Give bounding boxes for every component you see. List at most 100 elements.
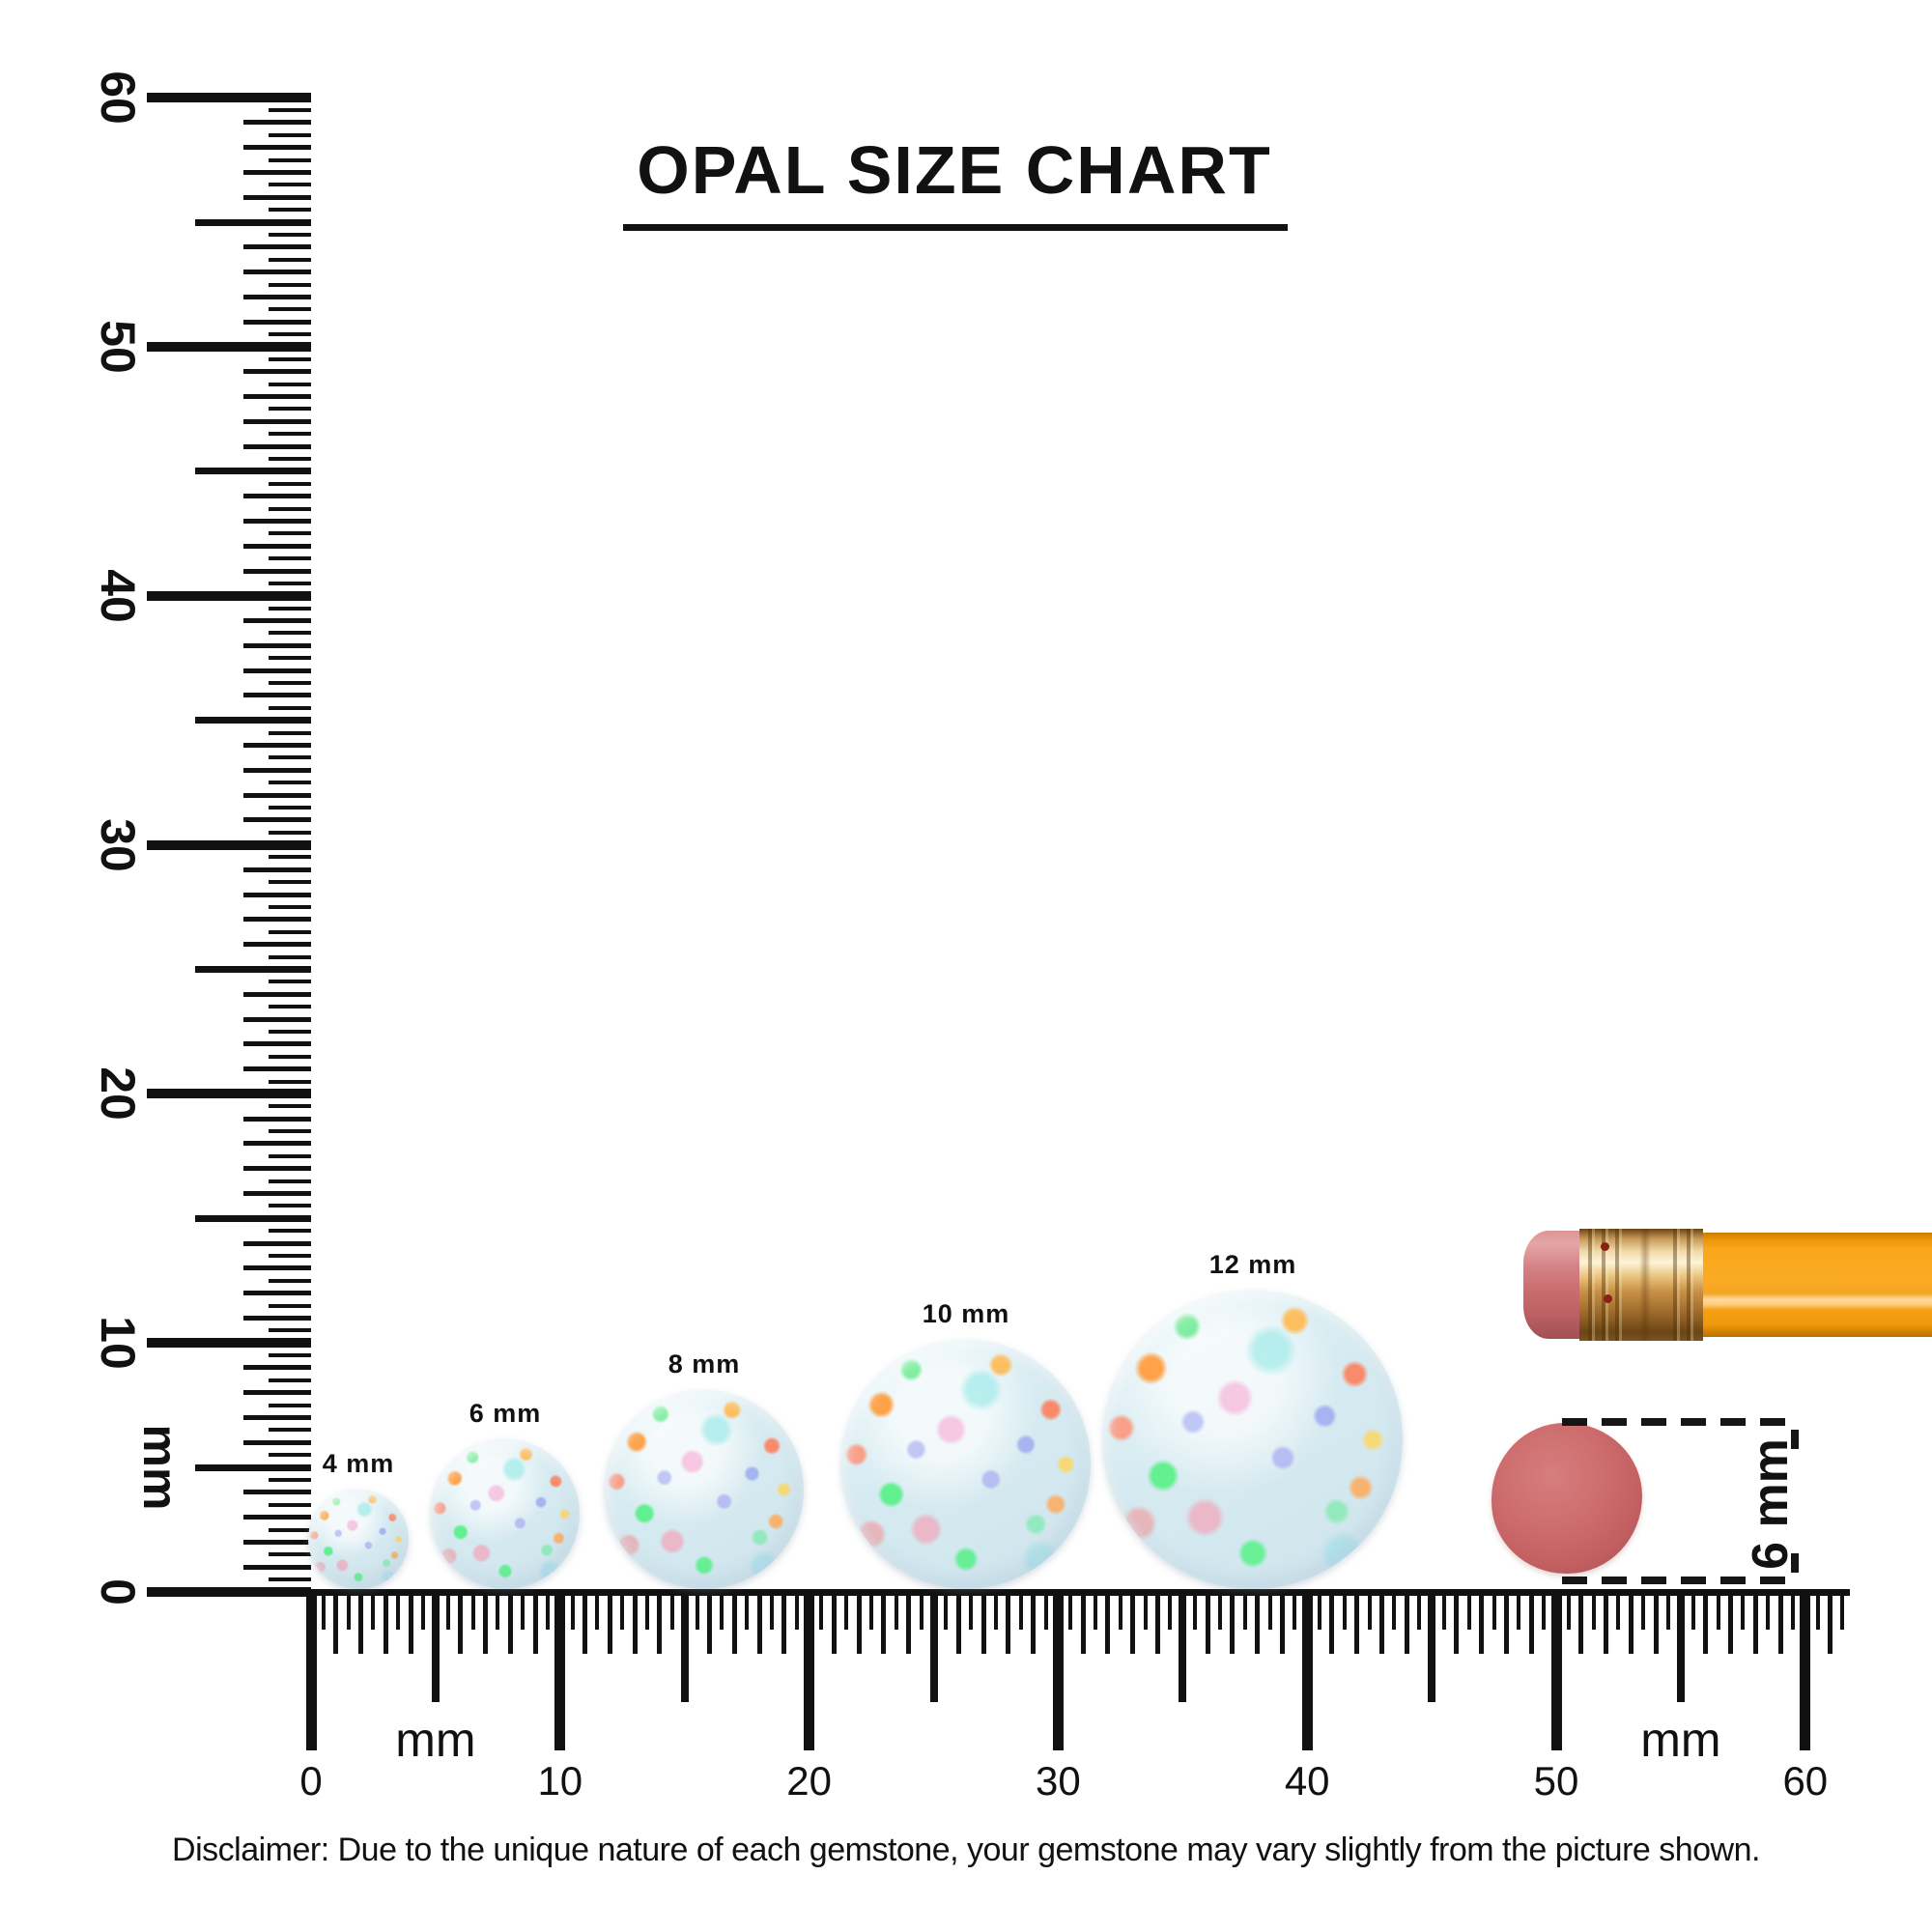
horizontal-ruler-tick-5.5mm bbox=[445, 1590, 450, 1630]
horizontal-ruler-tick-40.5mm bbox=[1318, 1590, 1322, 1630]
horizontal-ruler-tick-1mm bbox=[333, 1590, 339, 1654]
vertical-ruler-tick-20.5mm bbox=[269, 1079, 311, 1084]
vertical-ruler-tick-1.5mm bbox=[269, 1552, 311, 1557]
opal-stone-label-8mm: 8 mm bbox=[668, 1349, 741, 1378]
vertical-ruler-tick-43mm bbox=[243, 518, 311, 524]
horizontal-ruler-tick-60mm bbox=[1800, 1590, 1811, 1750]
horizontal-ruler-tick-56.5mm bbox=[1716, 1590, 1720, 1630]
horizontal-ruler-tick-28.5mm bbox=[1018, 1590, 1023, 1630]
vertical-ruler-tick-6.5mm bbox=[269, 1428, 311, 1433]
vertical-ruler-tick-53mm bbox=[243, 270, 311, 275]
horizontal-ruler-tick-9mm bbox=[532, 1590, 538, 1654]
vertical-ruler-tick-4mm bbox=[243, 1490, 311, 1495]
horizontal-ruler-tick-2mm bbox=[358, 1590, 364, 1654]
horizontal-ruler-tick-0.5mm bbox=[321, 1590, 326, 1630]
vertical-ruler-number-10: 10 bbox=[91, 1316, 145, 1370]
vertical-ruler-tick-5mm bbox=[195, 1463, 311, 1471]
dashed-measure-stub-top bbox=[1791, 1430, 1799, 1449]
horizontal-ruler-tick-23mm bbox=[881, 1590, 887, 1654]
horizontal-ruler-number-60: 60 bbox=[1782, 1758, 1829, 1804]
vertical-ruler-tick-11mm bbox=[243, 1315, 311, 1321]
horizontal-ruler-number-40: 40 bbox=[1284, 1758, 1330, 1804]
vertical-ruler-tick-12.5mm bbox=[269, 1278, 311, 1283]
horizontal-ruler-tick-18mm bbox=[756, 1590, 762, 1654]
horizontal-ruler-tick-8mm bbox=[507, 1590, 513, 1654]
horizontal-ruler-tick-39mm bbox=[1279, 1590, 1285, 1654]
opal-stone-12mm bbox=[1103, 1290, 1403, 1589]
opal-stone-8mm bbox=[604, 1389, 805, 1589]
vertical-ruler-tick-40.5mm bbox=[269, 581, 311, 585]
vertical-ruler-tick-35mm bbox=[195, 717, 311, 724]
horizontal-ruler-tick-55mm bbox=[1676, 1590, 1685, 1702]
vertical-ruler-tick-10.5mm bbox=[269, 1328, 311, 1333]
horizontal-ruler-tick-46.5mm bbox=[1466, 1590, 1471, 1630]
vertical-ruler-tick-13mm bbox=[243, 1265, 311, 1271]
vertical-ruler-tick-28mm bbox=[243, 892, 311, 897]
horizontal-ruler-tick-58.5mm bbox=[1766, 1590, 1771, 1630]
vertical-ruler-tick-15.5mm bbox=[269, 1204, 311, 1208]
horizontal-ruler-tick-4.5mm bbox=[421, 1590, 425, 1630]
vertical-ruler-tick-44mm bbox=[243, 494, 311, 499]
dashed-measure-line-bottom bbox=[1562, 1577, 1800, 1584]
vertical-ruler-tick-36mm bbox=[243, 693, 311, 698]
vertical-ruler-tick-14.5mm bbox=[269, 1229, 311, 1234]
vertical-ruler-tick-0.5mm bbox=[269, 1577, 311, 1582]
horizontal-ruler-tick-42mm bbox=[1354, 1590, 1360, 1654]
vertical-ruler-tick-32mm bbox=[243, 792, 311, 798]
vertical-ruler-number-40: 40 bbox=[91, 568, 145, 623]
horizontal-ruler-unit-label-right: mm bbox=[1640, 1713, 1721, 1767]
horizontal-ruler-tick-61.5mm bbox=[1840, 1590, 1845, 1630]
horizontal-ruler-tick-60.5mm bbox=[1815, 1590, 1820, 1630]
horizontal-ruler-tick-55.5mm bbox=[1690, 1590, 1695, 1630]
horizontal-ruler-tick-2.5mm bbox=[371, 1590, 376, 1630]
vertical-ruler-tick-41mm bbox=[243, 568, 311, 574]
horizontal-ruler-tick-15mm bbox=[680, 1590, 689, 1702]
vertical-ruler-number-20: 20 bbox=[91, 1066, 145, 1122]
horizontal-ruler-tick-39.5mm bbox=[1293, 1590, 1297, 1630]
vertical-ruler-tick-60mm bbox=[147, 93, 311, 103]
horizontal-ruler-tick-28mm bbox=[1006, 1590, 1011, 1654]
horizontal-ruler-tick-3mm bbox=[383, 1590, 388, 1654]
vertical-ruler-tick-22mm bbox=[243, 1041, 311, 1047]
horizontal-ruler-tick-57mm bbox=[1727, 1590, 1733, 1654]
vertical-ruler-tick-45.5mm bbox=[269, 457, 311, 461]
vertical-ruler-tick-42mm bbox=[243, 543, 311, 549]
horizontal-ruler-tick-31.5mm bbox=[1094, 1590, 1098, 1630]
vertical-ruler-number-30: 30 bbox=[91, 817, 145, 872]
vertical-ruler-tick-16mm bbox=[243, 1191, 311, 1197]
horizontal-ruler-number-10: 10 bbox=[537, 1758, 583, 1804]
horizontal-ruler-tick-30.5mm bbox=[1068, 1590, 1073, 1630]
horizontal-ruler-tick-43.5mm bbox=[1392, 1590, 1397, 1630]
vertical-ruler-tick-16.5mm bbox=[269, 1179, 311, 1183]
horizontal-ruler-tick-44.5mm bbox=[1417, 1590, 1422, 1630]
horizontal-ruler-tick-13mm bbox=[632, 1590, 638, 1654]
vertical-ruler-tick-56.5mm bbox=[269, 183, 311, 187]
horizontal-ruler-tick-27mm bbox=[980, 1590, 986, 1654]
pencil-ferrule-icon bbox=[1579, 1229, 1703, 1341]
disclaimer-text: Disclaimer: Due to the unique nature of … bbox=[172, 1832, 1760, 1868]
horizontal-ruler-tick-40mm bbox=[1301, 1590, 1313, 1750]
vertical-ruler-tick-57.5mm bbox=[269, 157, 311, 162]
vertical-ruler-tick-18mm bbox=[243, 1141, 311, 1147]
vertical-ruler-tick-31mm bbox=[243, 817, 311, 823]
vertical-ruler-tick-19mm bbox=[243, 1116, 311, 1122]
horizontal-ruler-tick-8.5mm bbox=[521, 1590, 526, 1630]
vertical-ruler-unit-label: mm bbox=[133, 1424, 187, 1511]
vertical-ruler-tick-33mm bbox=[243, 767, 311, 773]
horizontal-ruler-tick-43mm bbox=[1379, 1590, 1385, 1654]
vertical-ruler-tick-50.5mm bbox=[269, 332, 311, 337]
horizontal-ruler-tick-15.5mm bbox=[695, 1590, 699, 1630]
horizontal-ruler-tick-53mm bbox=[1628, 1590, 1634, 1654]
horizontal-ruler-tick-58mm bbox=[1752, 1590, 1758, 1654]
horizontal-ruler-tick-18.5mm bbox=[769, 1590, 774, 1630]
vertical-ruler-tick-49mm bbox=[243, 369, 311, 375]
vertical-ruler-tick-2mm bbox=[243, 1539, 311, 1545]
horizontal-ruler-tick-17.5mm bbox=[745, 1590, 750, 1630]
horizontal-ruler-tick-22mm bbox=[856, 1590, 862, 1654]
horizontal-ruler-tick-25.5mm bbox=[944, 1590, 949, 1630]
vertical-ruler-tick-23.5mm bbox=[269, 1005, 311, 1009]
vertical-ruler-tick-46.5mm bbox=[269, 432, 311, 437]
vertical-ruler-tick-30mm bbox=[147, 839, 311, 850]
vertical-ruler-tick-18.5mm bbox=[269, 1129, 311, 1134]
